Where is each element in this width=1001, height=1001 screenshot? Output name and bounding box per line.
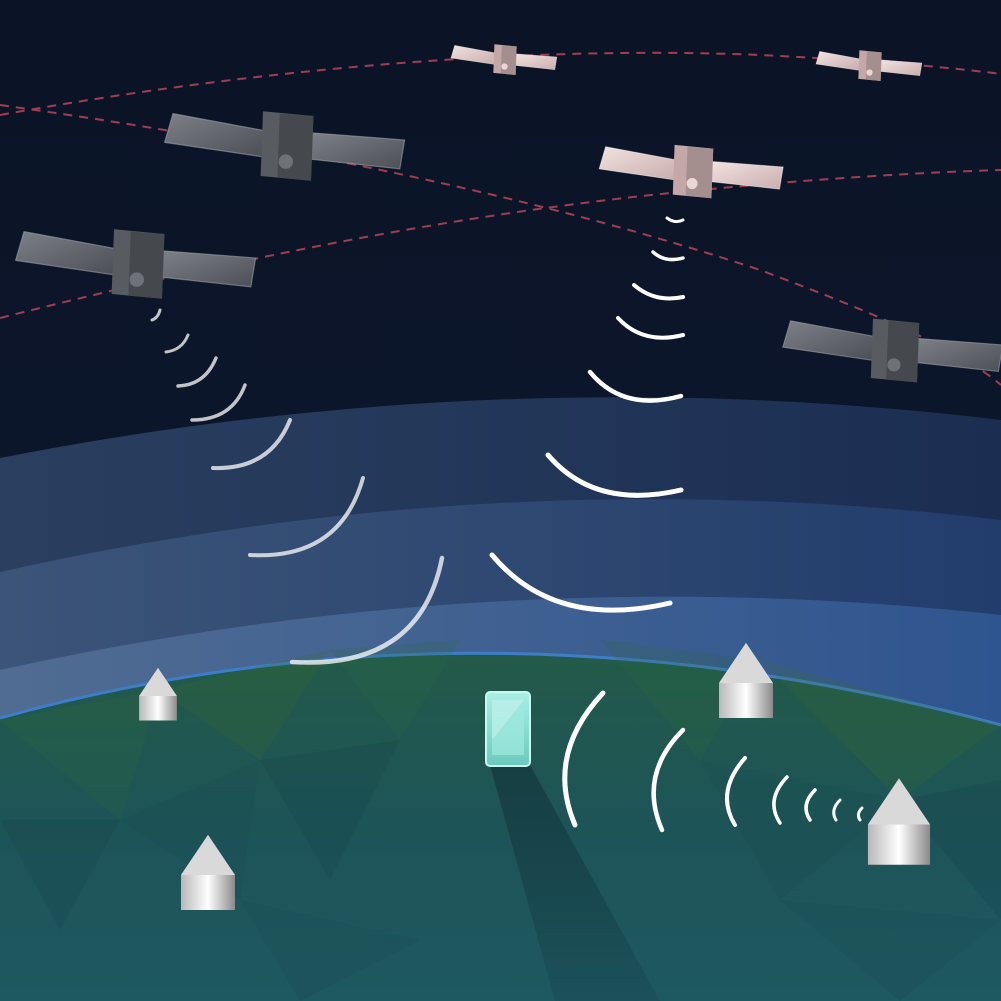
signal-wave-icon xyxy=(150,308,445,665)
phone-icon xyxy=(485,691,531,767)
signal-wave-icon xyxy=(562,690,864,833)
signal-wave-icon xyxy=(489,216,685,613)
ground-terrain xyxy=(0,640,1001,1001)
